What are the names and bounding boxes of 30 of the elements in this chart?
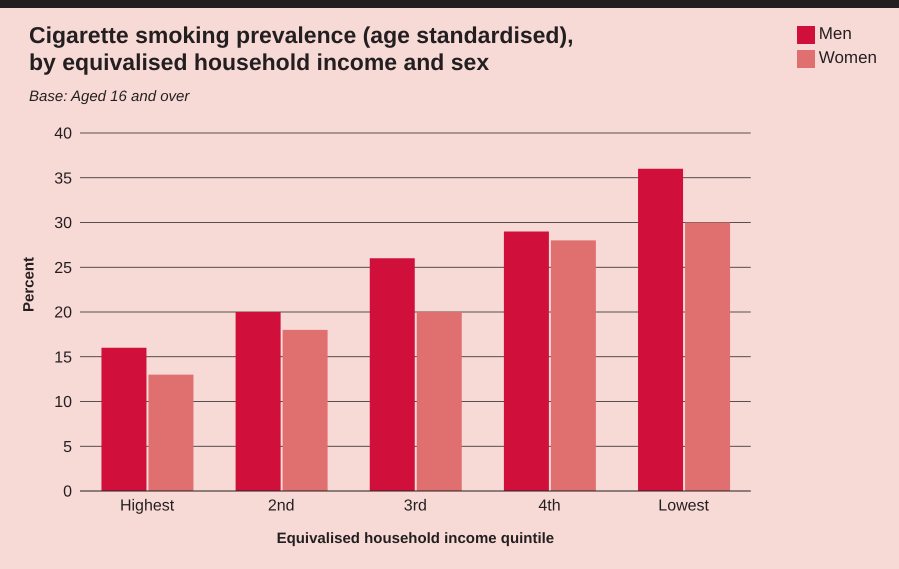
y-tick-label: 30	[54, 215, 72, 232]
bar	[504, 231, 549, 491]
x-tick-label: Lowest	[658, 497, 710, 514]
y-tick-label: 25	[54, 260, 72, 277]
y-tick-label: 40	[54, 126, 72, 143]
bar	[282, 330, 328, 491]
bar	[550, 240, 596, 491]
x-tick-label: 2nd	[268, 497, 295, 514]
y-tick-label: 20	[54, 304, 72, 322]
x-tick-label: Highest	[120, 497, 175, 514]
y-axis-title: Percent	[20, 256, 38, 312]
legend-label: Women	[818, 48, 877, 67]
y-tick-label: 0	[63, 484, 72, 501]
chart-title: Cigarette smoking prevalence (age standardised), by equivalised household income and sex	[29, 22, 574, 76]
legend-label: Men	[818, 24, 852, 43]
bar	[416, 312, 462, 491]
bar	[685, 222, 730, 491]
bar	[236, 312, 281, 491]
y-tick-label: 10	[54, 394, 72, 412]
bar	[148, 374, 194, 491]
chart-subtitle: Base: Aged 16 and over	[29, 88, 190, 105]
x-tick-label: 3rd	[404, 497, 427, 514]
bar	[370, 258, 415, 491]
x-axis-title: Equivalised household income quintile	[276, 530, 554, 547]
y-tick-label: 5	[63, 438, 72, 456]
bar	[101, 348, 146, 491]
y-tick-label: 35	[54, 170, 72, 188]
y-tick-label: 15	[54, 349, 72, 366]
bar	[638, 168, 684, 491]
x-tick-label: 4th	[538, 497, 561, 514]
